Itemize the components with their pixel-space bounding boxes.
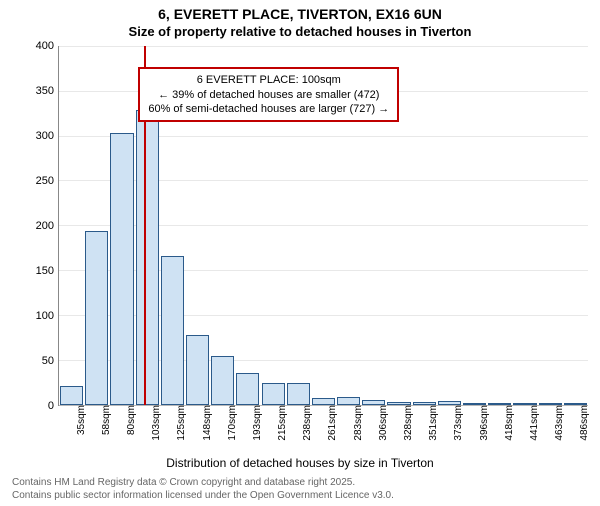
histogram-bar bbox=[262, 383, 285, 405]
bar-slot: 486sqm bbox=[563, 46, 588, 405]
y-tick-label: 0 bbox=[24, 400, 54, 412]
annotation-line-3: 60% of semi-detached houses are larger (… bbox=[148, 102, 389, 116]
x-tick-label: 418sqm bbox=[500, 405, 515, 441]
histogram-bar bbox=[60, 386, 83, 405]
histogram-bar bbox=[85, 231, 108, 405]
histogram-bar bbox=[312, 398, 335, 405]
histogram-bar bbox=[186, 335, 209, 405]
bar-slot: 463sqm bbox=[538, 46, 563, 405]
histogram-bar bbox=[161, 256, 184, 405]
x-tick-label: 351sqm bbox=[424, 405, 439, 441]
y-tick-label: 250 bbox=[24, 175, 54, 187]
x-axis-label: Distribution of detached houses by size … bbox=[0, 456, 600, 470]
y-tick-label: 350 bbox=[24, 85, 54, 97]
x-tick-label: 215sqm bbox=[273, 405, 288, 441]
x-tick-label: 441sqm bbox=[525, 405, 540, 441]
y-tick-label: 100 bbox=[24, 310, 54, 322]
x-tick-label: 125sqm bbox=[172, 405, 187, 441]
x-tick-label: 306sqm bbox=[374, 405, 389, 441]
plot-area: 35sqm58sqm80sqm103sqm125sqm148sqm170sqm1… bbox=[58, 46, 588, 406]
bar-slot: 396sqm bbox=[462, 46, 487, 405]
bar-slot: 418sqm bbox=[487, 46, 512, 405]
x-tick-label: 58sqm bbox=[97, 405, 112, 435]
histogram-bar bbox=[136, 110, 159, 404]
attribution-line-1: Contains HM Land Registry data © Crown c… bbox=[12, 476, 600, 489]
y-tick-label: 300 bbox=[24, 130, 54, 142]
attribution: Contains HM Land Registry data © Crown c… bbox=[12, 476, 600, 502]
x-tick-label: 463sqm bbox=[550, 405, 565, 441]
x-tick-label: 35sqm bbox=[72, 405, 87, 435]
annotation-line-2: ← 39% of detached houses are smaller (47… bbox=[148, 88, 389, 102]
bar-slot: 441sqm bbox=[512, 46, 537, 405]
x-tick-label: 486sqm bbox=[575, 405, 590, 441]
histogram-bar bbox=[337, 397, 360, 405]
y-axis-ticks: 050100150200250300350400 bbox=[24, 46, 54, 406]
x-tick-label: 80sqm bbox=[122, 405, 137, 435]
y-tick-label: 150 bbox=[24, 265, 54, 277]
y-tick-label: 400 bbox=[24, 40, 54, 52]
x-tick-label: 193sqm bbox=[248, 405, 263, 441]
x-tick-label: 261sqm bbox=[323, 405, 338, 441]
chart-subtitle: Size of property relative to detached ho… bbox=[0, 24, 600, 40]
x-tick-label: 396sqm bbox=[475, 405, 490, 441]
bar-slot: 351sqm bbox=[412, 46, 437, 405]
histogram-bar bbox=[110, 133, 133, 405]
bar-slot: 80sqm bbox=[109, 46, 134, 405]
histogram-bar bbox=[287, 383, 310, 405]
x-tick-label: 103sqm bbox=[147, 405, 162, 441]
bar-slot: 35sqm bbox=[59, 46, 84, 405]
annotation-box: 6 EVERETT PLACE: 100sqm ← 39% of detache… bbox=[138, 67, 399, 122]
y-tick-label: 50 bbox=[24, 355, 54, 367]
bar-slot: 373sqm bbox=[437, 46, 462, 405]
x-tick-label: 238sqm bbox=[298, 405, 313, 441]
x-tick-label: 373sqm bbox=[449, 405, 464, 441]
x-tick-label: 148sqm bbox=[198, 405, 213, 441]
histogram-bar bbox=[211, 356, 234, 404]
annotation-line-1: 6 EVERETT PLACE: 100sqm bbox=[148, 73, 389, 87]
chart-container: Number of detached properties 0501001502… bbox=[58, 46, 588, 406]
y-tick-label: 200 bbox=[24, 220, 54, 232]
chart-title: 6, EVERETT PLACE, TIVERTON, EX16 6UN bbox=[0, 6, 600, 24]
x-tick-label: 328sqm bbox=[399, 405, 414, 441]
bar-slot: 58sqm bbox=[84, 46, 109, 405]
x-tick-label: 170sqm bbox=[223, 405, 238, 441]
histogram-bar bbox=[236, 373, 259, 404]
x-tick-label: 283sqm bbox=[349, 405, 364, 441]
